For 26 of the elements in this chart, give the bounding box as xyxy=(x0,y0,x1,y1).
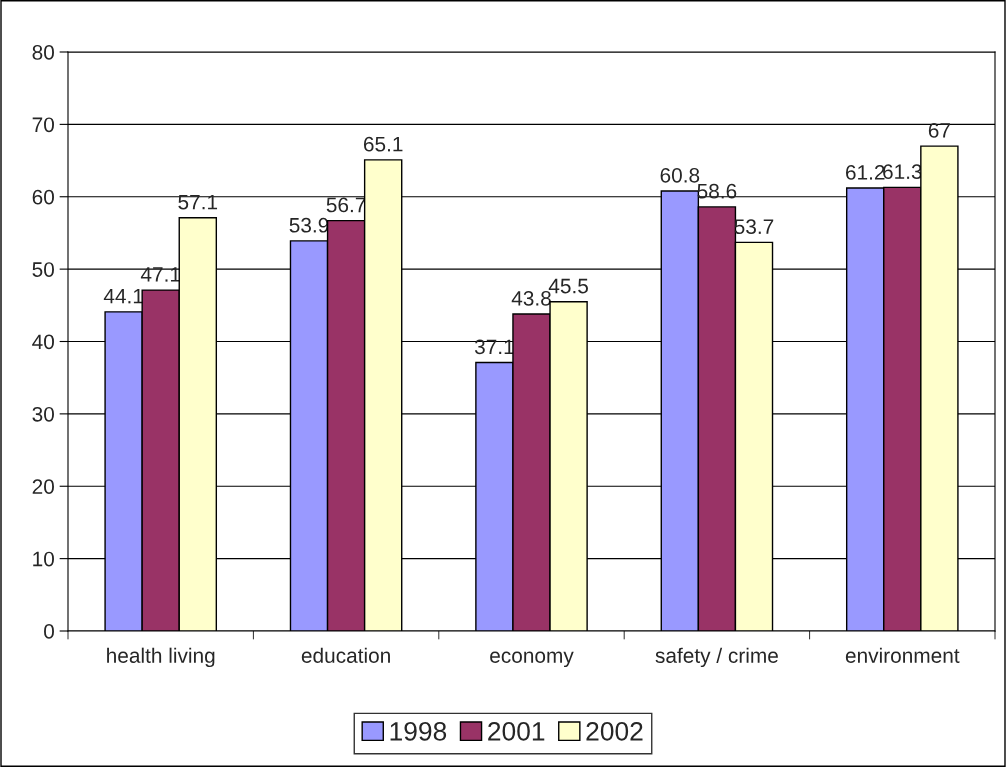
data-label: 60.8 xyxy=(660,167,700,183)
data-label: 47.1 xyxy=(140,267,180,282)
legend-label: 2002 xyxy=(586,721,643,741)
data-label: 61.2 xyxy=(846,165,885,180)
y-tick-label: 20 xyxy=(32,479,54,494)
data-label: 57.1 xyxy=(178,194,218,210)
data-label: 65.1 xyxy=(363,136,403,152)
y-tick-label: 80 xyxy=(32,45,54,60)
data-label: 53.9 xyxy=(289,217,329,233)
y-tick-label: 50 xyxy=(32,262,54,277)
data-label: 56.7 xyxy=(326,197,366,213)
x-tick-label: economy xyxy=(490,651,574,668)
legend-label: 1998 xyxy=(390,721,447,741)
y-tick-label: 70 xyxy=(32,117,54,133)
y-tick-label: 60 xyxy=(32,189,54,205)
y-tick-label: 40 xyxy=(32,334,54,350)
legend-label: 2001 xyxy=(488,721,545,741)
data-label: 58.6 xyxy=(697,183,737,199)
y-tick-label: 0 xyxy=(44,624,54,639)
y-tick-label: 10 xyxy=(33,551,54,567)
x-tick-label: health living xyxy=(107,647,215,668)
x-tick-label: education xyxy=(301,647,390,663)
y-tick-label: 30 xyxy=(32,406,54,422)
x-tick-label: environment xyxy=(845,647,960,663)
data-label: 67 xyxy=(928,123,950,138)
x-tick-label: safety / crime xyxy=(655,647,778,668)
